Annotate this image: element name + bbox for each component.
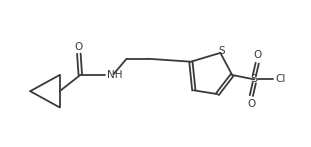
Text: O: O — [75, 42, 83, 52]
Text: O: O — [247, 99, 255, 109]
Text: O: O — [253, 50, 261, 60]
Text: S: S — [219, 46, 225, 56]
Text: NH: NH — [107, 70, 122, 80]
Text: Cl: Cl — [276, 74, 286, 84]
Text: S: S — [251, 74, 258, 84]
